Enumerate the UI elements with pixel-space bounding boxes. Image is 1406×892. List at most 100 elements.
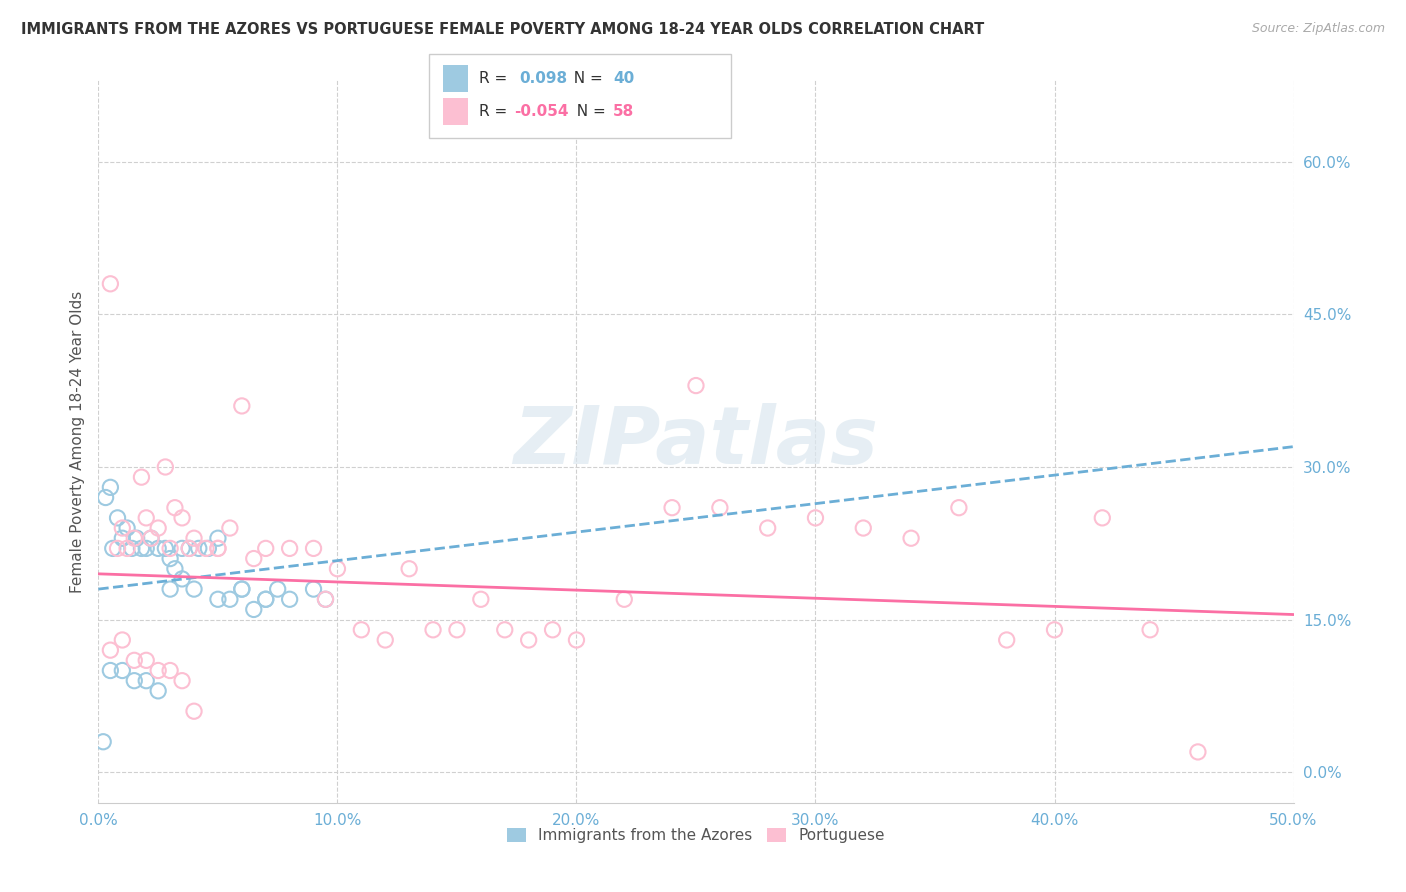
Point bbox=[398, 562, 420, 576]
Point bbox=[135, 673, 157, 688]
Legend: Immigrants from the Azores, Portuguese: Immigrants from the Azores, Portuguese bbox=[502, 822, 890, 849]
Point bbox=[197, 541, 219, 556]
Point bbox=[139, 531, 162, 545]
Point bbox=[350, 623, 373, 637]
Point bbox=[107, 511, 129, 525]
Text: N =: N = bbox=[567, 104, 610, 119]
Text: IMMIGRANTS FROM THE AZORES VS PORTUGUESE FEMALE POVERTY AMONG 18-24 YEAR OLDS CO: IMMIGRANTS FROM THE AZORES VS PORTUGUESE… bbox=[21, 22, 984, 37]
Point bbox=[115, 541, 138, 556]
Point bbox=[254, 592, 277, 607]
Point bbox=[948, 500, 970, 515]
Point bbox=[374, 632, 396, 647]
Point bbox=[900, 531, 922, 545]
Point bbox=[278, 541, 301, 556]
Point bbox=[115, 521, 138, 535]
Point bbox=[1091, 511, 1114, 525]
Text: 58: 58 bbox=[613, 104, 634, 119]
Point bbox=[446, 623, 468, 637]
Text: ZIPatlas: ZIPatlas bbox=[513, 402, 879, 481]
Point bbox=[135, 653, 157, 667]
Point bbox=[111, 632, 134, 647]
Point bbox=[183, 531, 205, 545]
Point bbox=[125, 531, 148, 545]
Point bbox=[243, 602, 266, 616]
Point bbox=[661, 500, 683, 515]
Point bbox=[135, 541, 157, 556]
Point bbox=[159, 551, 181, 566]
Point bbox=[111, 531, 134, 545]
Point bbox=[172, 673, 194, 688]
Point bbox=[98, 480, 122, 494]
Point bbox=[541, 623, 564, 637]
Point bbox=[155, 541, 177, 556]
Point bbox=[101, 541, 124, 556]
Point bbox=[148, 664, 170, 678]
Point bbox=[148, 684, 170, 698]
Point bbox=[172, 572, 194, 586]
Point bbox=[243, 551, 266, 566]
Point bbox=[195, 541, 218, 556]
Point bbox=[207, 531, 229, 545]
Point bbox=[1139, 623, 1161, 637]
Point bbox=[148, 541, 170, 556]
Y-axis label: Female Poverty Among 18-24 Year Olds: Female Poverty Among 18-24 Year Olds bbox=[69, 291, 84, 592]
Point bbox=[804, 511, 827, 525]
Point bbox=[172, 541, 194, 556]
Point bbox=[852, 521, 875, 535]
Point bbox=[131, 470, 153, 484]
Text: -0.054: -0.054 bbox=[515, 104, 569, 119]
Point bbox=[183, 704, 205, 718]
Point bbox=[98, 277, 122, 291]
Point bbox=[111, 664, 134, 678]
Point bbox=[494, 623, 516, 637]
Point bbox=[124, 653, 146, 667]
Point bbox=[302, 582, 325, 596]
Text: 0.098: 0.098 bbox=[519, 71, 567, 86]
Point bbox=[613, 592, 636, 607]
Point bbox=[219, 521, 242, 535]
Point bbox=[231, 582, 253, 596]
Point bbox=[1187, 745, 1209, 759]
Text: Source: ZipAtlas.com: Source: ZipAtlas.com bbox=[1251, 22, 1385, 36]
Point bbox=[565, 632, 588, 647]
Point bbox=[207, 541, 229, 556]
Point bbox=[179, 541, 201, 556]
Point bbox=[219, 592, 242, 607]
Point bbox=[163, 500, 186, 515]
Point bbox=[207, 541, 229, 556]
Point bbox=[315, 592, 337, 607]
Point bbox=[315, 592, 337, 607]
Point bbox=[183, 582, 205, 596]
Point bbox=[995, 632, 1018, 647]
Point bbox=[91, 735, 114, 749]
Point bbox=[94, 491, 117, 505]
Point bbox=[131, 541, 153, 556]
Point bbox=[685, 378, 707, 392]
Point bbox=[278, 592, 301, 607]
Point bbox=[121, 541, 143, 556]
Text: R =: R = bbox=[479, 104, 513, 119]
Point bbox=[756, 521, 779, 535]
Point bbox=[709, 500, 731, 515]
Point bbox=[422, 623, 444, 637]
Point bbox=[1043, 623, 1066, 637]
Point bbox=[179, 541, 201, 556]
Point bbox=[517, 632, 540, 647]
Point bbox=[155, 460, 177, 475]
Point bbox=[254, 592, 277, 607]
Point bbox=[135, 511, 157, 525]
Point bbox=[139, 531, 162, 545]
Point bbox=[172, 511, 194, 525]
Point bbox=[159, 582, 181, 596]
Point bbox=[98, 664, 122, 678]
Point bbox=[231, 399, 253, 413]
Point bbox=[107, 541, 129, 556]
Point bbox=[470, 592, 492, 607]
Point bbox=[326, 562, 349, 576]
Point bbox=[267, 582, 290, 596]
Point bbox=[302, 541, 325, 556]
Text: 40: 40 bbox=[613, 71, 634, 86]
Point bbox=[231, 582, 253, 596]
Point bbox=[124, 531, 146, 545]
Point bbox=[148, 521, 170, 535]
